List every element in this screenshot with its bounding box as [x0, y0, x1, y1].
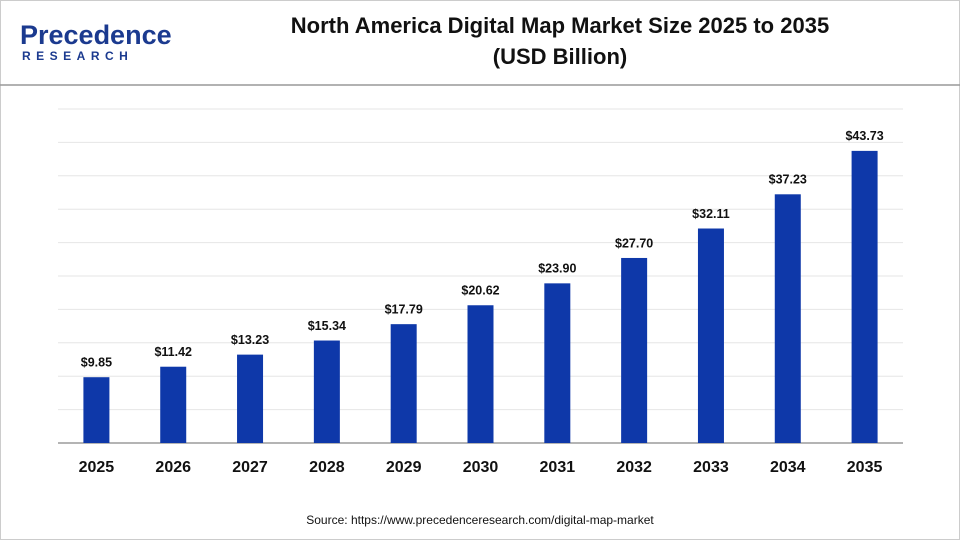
value-label: $17.79 [385, 302, 423, 316]
chart-subtitle: (USD Billion) [493, 44, 627, 69]
logo-tagline: RESEARCH [22, 49, 133, 63]
value-label: $37.23 [769, 173, 807, 187]
value-label: $20.62 [461, 284, 499, 298]
bar [83, 377, 110, 443]
bar [160, 366, 187, 443]
x-tick-label: 2029 [386, 459, 422, 476]
bar [621, 257, 648, 443]
chart-title: North America Digital Map Market Size 20… [291, 13, 829, 38]
bar [544, 283, 571, 443]
bar [697, 228, 724, 443]
value-label: $15.34 [308, 319, 346, 333]
source: Source: https://www.precedenceresearch.c… [306, 513, 654, 527]
value-label: $23.90 [538, 262, 576, 276]
bar [774, 194, 801, 443]
value-label: $27.70 [615, 236, 653, 250]
value-label: $13.23 [231, 333, 269, 347]
bar [467, 305, 494, 443]
value-label: $11.42 [154, 345, 192, 359]
x-tick-label: 2030 [463, 459, 499, 476]
value-label: $43.73 [845, 129, 883, 143]
x-tick-label: 2027 [232, 459, 268, 476]
value-label: $32.11 [692, 207, 730, 221]
x-tick-label: 2035 [847, 459, 883, 476]
logo-name: Precedence [20, 20, 172, 50]
value-label: $9.85 [81, 355, 112, 369]
x-tick-label: 2033 [693, 459, 729, 476]
x-tick-label: 2032 [616, 459, 652, 476]
x-tick-label: 2034 [770, 459, 806, 476]
x-tick-label: 2028 [309, 459, 345, 476]
x-tick-label: 2025 [79, 459, 115, 476]
bar [237, 354, 264, 443]
bar [313, 340, 340, 443]
x-tick-label: 2031 [540, 459, 576, 476]
bar [851, 150, 878, 443]
bar [390, 324, 417, 443]
x-tick-label: 2026 [155, 459, 191, 476]
